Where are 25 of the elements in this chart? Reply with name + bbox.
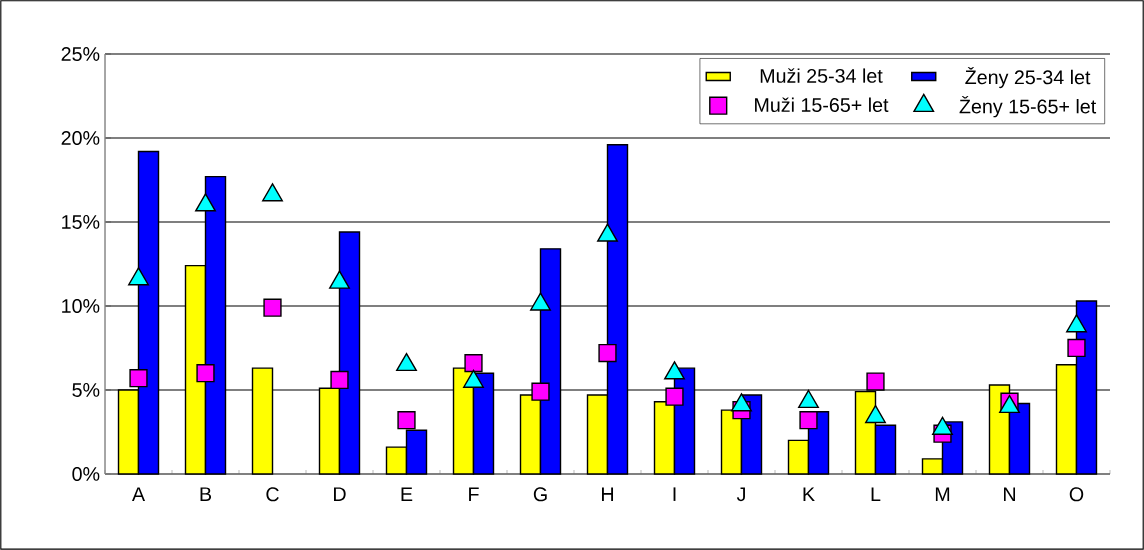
x-tick-label: H <box>602 487 614 501</box>
x-tick-label: K <box>803 487 815 501</box>
x-tick-label: C <box>266 487 279 502</box>
y-tick-label: 20% <box>61 131 100 145</box>
x-tick-label: I <box>673 487 676 501</box>
legend-label: Muži 15-65+ let <box>755 97 889 113</box>
y-tick-label: 5% <box>72 383 100 397</box>
legend-label: Ženy 15-65+ let <box>959 96 1097 118</box>
x-tick-label: M <box>935 487 950 501</box>
x-tick-label: F <box>469 487 479 501</box>
x-tick-label: L <box>871 487 881 501</box>
x-tick-label: D <box>334 487 346 501</box>
y-tick-label: 10% <box>62 299 100 313</box>
x-tick-label: G <box>533 487 547 502</box>
legend-label: Muži 25-34 let <box>760 68 883 83</box>
x-tick-label: A <box>131 487 146 501</box>
y-tick-label: 15% <box>62 215 100 229</box>
x-tick-label: N <box>1004 487 1016 501</box>
x-tick-label: J <box>736 487 745 502</box>
x-tick-label: B <box>200 487 212 501</box>
y-tick-label: 0% <box>72 467 100 481</box>
x-tick-label: O <box>1069 487 1084 502</box>
y-tick-label: 25% <box>61 47 100 61</box>
x-tick-label: E <box>401 487 413 501</box>
legend-label: Ženy 25-34 let <box>965 66 1091 89</box>
